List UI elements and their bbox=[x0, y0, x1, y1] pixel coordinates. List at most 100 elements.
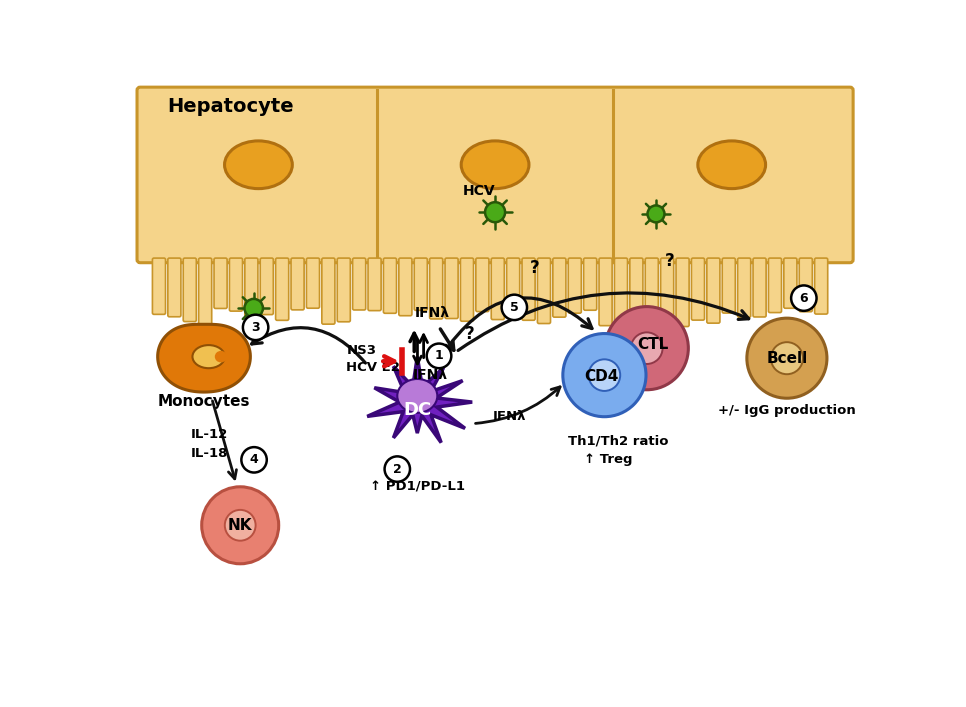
FancyArrowPatch shape bbox=[440, 329, 454, 350]
FancyBboxPatch shape bbox=[260, 258, 273, 315]
Text: ?: ? bbox=[465, 325, 474, 343]
FancyBboxPatch shape bbox=[461, 258, 473, 321]
FancyBboxPatch shape bbox=[214, 258, 227, 308]
Ellipse shape bbox=[214, 351, 227, 363]
Circle shape bbox=[588, 359, 620, 391]
Polygon shape bbox=[157, 325, 250, 392]
FancyBboxPatch shape bbox=[723, 258, 735, 313]
Text: Hepatocyte: Hepatocyte bbox=[167, 97, 294, 116]
FancyBboxPatch shape bbox=[522, 258, 535, 320]
FancyBboxPatch shape bbox=[537, 258, 551, 324]
FancyBboxPatch shape bbox=[814, 258, 828, 314]
Circle shape bbox=[485, 202, 505, 222]
Text: Monocytes: Monocytes bbox=[157, 394, 250, 409]
FancyBboxPatch shape bbox=[583, 258, 597, 310]
FancyBboxPatch shape bbox=[184, 258, 196, 322]
Text: Bcell: Bcell bbox=[766, 351, 808, 366]
FancyArrowPatch shape bbox=[252, 327, 365, 363]
FancyBboxPatch shape bbox=[476, 258, 489, 312]
Circle shape bbox=[605, 307, 689, 390]
Circle shape bbox=[647, 206, 665, 223]
Ellipse shape bbox=[397, 379, 438, 413]
Text: 5: 5 bbox=[510, 301, 519, 314]
FancyBboxPatch shape bbox=[506, 258, 520, 313]
Circle shape bbox=[242, 315, 269, 340]
FancyBboxPatch shape bbox=[768, 258, 781, 312]
FancyBboxPatch shape bbox=[368, 258, 382, 310]
FancyBboxPatch shape bbox=[244, 258, 258, 316]
Text: +/- IgG production: +/- IgG production bbox=[718, 404, 856, 416]
FancyBboxPatch shape bbox=[322, 258, 335, 324]
FancyBboxPatch shape bbox=[337, 258, 351, 322]
FancyBboxPatch shape bbox=[738, 258, 751, 317]
Circle shape bbox=[791, 286, 816, 311]
FancyBboxPatch shape bbox=[414, 258, 427, 310]
FancyArrowPatch shape bbox=[458, 293, 749, 351]
FancyBboxPatch shape bbox=[291, 258, 304, 310]
FancyArrowPatch shape bbox=[213, 401, 237, 479]
FancyBboxPatch shape bbox=[599, 258, 612, 326]
Text: ↑ PD1/PD-L1: ↑ PD1/PD-L1 bbox=[370, 481, 465, 493]
FancyArrowPatch shape bbox=[475, 387, 560, 423]
Text: ↑ Treg: ↑ Treg bbox=[584, 453, 633, 466]
FancyBboxPatch shape bbox=[445, 258, 458, 319]
FancyBboxPatch shape bbox=[645, 258, 658, 324]
FancyBboxPatch shape bbox=[553, 258, 566, 317]
Circle shape bbox=[631, 332, 663, 364]
FancyBboxPatch shape bbox=[168, 258, 181, 317]
FancyBboxPatch shape bbox=[353, 258, 366, 310]
FancyBboxPatch shape bbox=[661, 258, 673, 318]
Text: CD4: CD4 bbox=[584, 369, 618, 384]
Circle shape bbox=[563, 334, 646, 416]
FancyBboxPatch shape bbox=[799, 258, 812, 312]
FancyBboxPatch shape bbox=[430, 258, 442, 319]
Circle shape bbox=[747, 318, 827, 398]
FancyBboxPatch shape bbox=[783, 258, 797, 308]
FancyBboxPatch shape bbox=[707, 258, 720, 323]
Circle shape bbox=[244, 299, 263, 317]
Ellipse shape bbox=[224, 141, 293, 189]
Text: NS3: NS3 bbox=[347, 344, 377, 356]
Text: IFNλ: IFNλ bbox=[493, 410, 526, 423]
Text: NK: NK bbox=[228, 518, 252, 533]
Text: 6: 6 bbox=[800, 291, 809, 305]
Ellipse shape bbox=[697, 141, 766, 189]
FancyBboxPatch shape bbox=[614, 258, 628, 322]
FancyBboxPatch shape bbox=[630, 258, 643, 309]
Text: CTL: CTL bbox=[638, 337, 668, 352]
Text: HCV E2: HCV E2 bbox=[347, 361, 400, 374]
Circle shape bbox=[242, 447, 267, 472]
Text: ?: ? bbox=[665, 252, 674, 270]
FancyBboxPatch shape bbox=[492, 258, 504, 320]
Text: 4: 4 bbox=[249, 453, 259, 467]
Text: 3: 3 bbox=[251, 321, 260, 334]
FancyBboxPatch shape bbox=[153, 258, 165, 315]
FancyBboxPatch shape bbox=[384, 258, 396, 313]
FancyBboxPatch shape bbox=[306, 258, 320, 308]
FancyBboxPatch shape bbox=[676, 258, 689, 327]
Circle shape bbox=[225, 510, 256, 541]
Ellipse shape bbox=[461, 141, 529, 189]
Text: IL-12: IL-12 bbox=[191, 428, 228, 441]
FancyArrowPatch shape bbox=[450, 298, 592, 344]
FancyBboxPatch shape bbox=[199, 258, 212, 325]
Text: IL-18: IL-18 bbox=[191, 447, 228, 460]
Text: IFNλ: IFNλ bbox=[415, 306, 450, 320]
Text: 1: 1 bbox=[435, 349, 443, 363]
FancyBboxPatch shape bbox=[275, 258, 289, 320]
FancyBboxPatch shape bbox=[230, 258, 242, 311]
Text: 2: 2 bbox=[393, 462, 402, 476]
Circle shape bbox=[771, 342, 803, 374]
Circle shape bbox=[427, 344, 451, 368]
Circle shape bbox=[202, 487, 279, 563]
Text: Th1/Th2 ratio: Th1/Th2 ratio bbox=[568, 434, 668, 448]
FancyBboxPatch shape bbox=[137, 87, 853, 263]
Text: DC: DC bbox=[403, 401, 432, 419]
Text: ?: ? bbox=[530, 259, 540, 277]
Ellipse shape bbox=[192, 345, 225, 368]
Circle shape bbox=[384, 456, 410, 481]
FancyBboxPatch shape bbox=[753, 258, 766, 317]
FancyBboxPatch shape bbox=[568, 258, 582, 313]
FancyBboxPatch shape bbox=[692, 258, 704, 320]
Circle shape bbox=[501, 295, 527, 320]
